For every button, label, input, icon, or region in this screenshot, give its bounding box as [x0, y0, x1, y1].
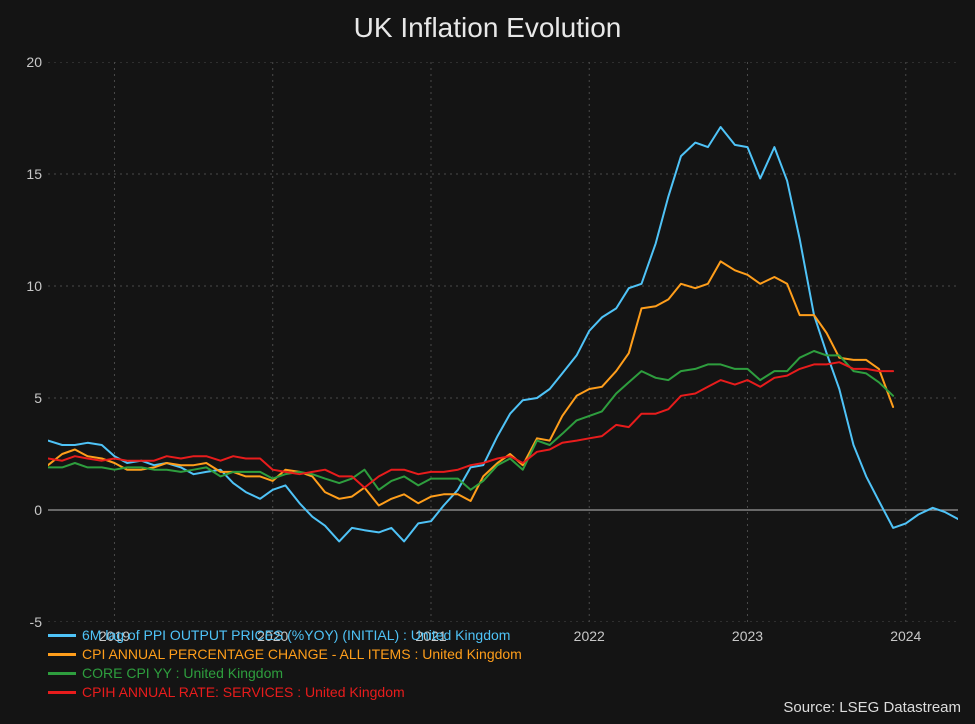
- y-tick-label: 10: [2, 278, 42, 294]
- plot-area: [48, 62, 958, 622]
- legend-label: CORE CPI YY : United Kingdom: [82, 664, 283, 683]
- legend-item: 6M lag of PPI OUTPUT PRICES (%YOY) (INIT…: [48, 626, 522, 645]
- y-tick-label: 5: [2, 390, 42, 406]
- y-tick-label: -5: [2, 614, 42, 630]
- legend-label: CPIH ANNUAL RATE: SERVICES : United King…: [82, 683, 405, 702]
- legend-item: CPI ANNUAL PERCENTAGE CHANGE - ALL ITEMS…: [48, 645, 522, 664]
- y-tick-label: 15: [2, 166, 42, 182]
- chart-svg: [48, 62, 958, 622]
- chart-title: UK Inflation Evolution: [0, 12, 975, 44]
- legend-label: CPI ANNUAL PERCENTAGE CHANGE - ALL ITEMS…: [82, 645, 522, 664]
- source-label: Source: LSEG Datastream: [783, 699, 961, 716]
- legend-label: 6M lag of PPI OUTPUT PRICES (%YOY) (INIT…: [82, 626, 510, 645]
- legend-swatch: [48, 634, 76, 637]
- x-tick-label: 2022: [574, 628, 605, 644]
- y-tick-label: 20: [2, 54, 42, 70]
- y-tick-label: 0: [2, 502, 42, 518]
- legend: 6M lag of PPI OUTPUT PRICES (%YOY) (INIT…: [48, 626, 522, 702]
- legend-item: CORE CPI YY : United Kingdom: [48, 664, 522, 683]
- chart-container: UK Inflation Evolution -505101520 201920…: [0, 0, 975, 724]
- legend-swatch: [48, 672, 76, 675]
- x-tick-label: 2023: [732, 628, 763, 644]
- x-tick-label: 2024: [890, 628, 921, 644]
- legend-swatch: [48, 653, 76, 656]
- legend-swatch: [48, 691, 76, 694]
- legend-item: CPIH ANNUAL RATE: SERVICES : United King…: [48, 683, 522, 702]
